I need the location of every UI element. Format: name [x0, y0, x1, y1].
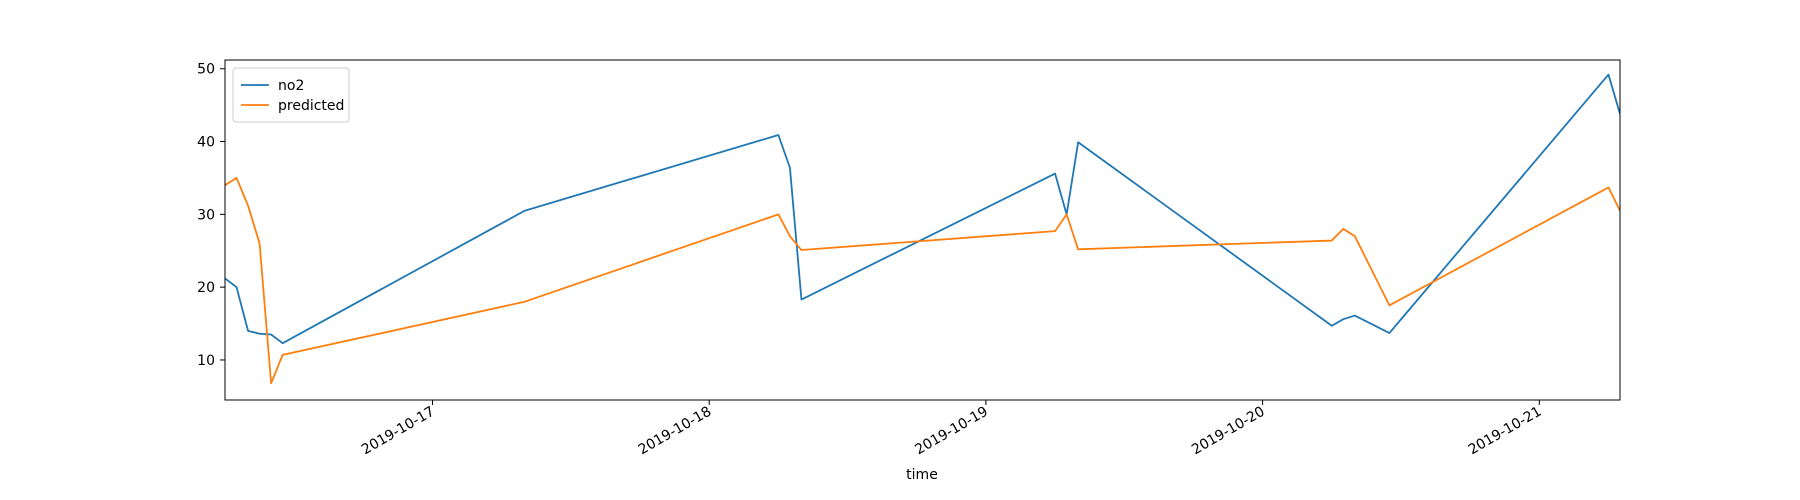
series-layer — [225, 73, 1620, 385]
y-axis: 10 20 30 40 50 — [197, 62, 225, 369]
legend: no2 predicted — [232, 67, 350, 123]
series-line-predicted — [225, 177, 1620, 385]
y-tick-label: 50 — [197, 62, 215, 78]
y-tick-label: 30 — [197, 207, 215, 223]
legend-label-predicted: predicted — [278, 98, 344, 114]
x-axis-label: time — [906, 467, 938, 483]
legend-box — [232, 67, 350, 123]
y-tick-label: 20 — [197, 280, 215, 296]
legend-label-no2: no2 — [278, 78, 304, 94]
y-tick-label: 10 — [197, 353, 215, 369]
series-line-no2 — [225, 73, 1620, 345]
plot-frame — [224, 59, 1621, 401]
plot-area — [225, 60, 1620, 400]
y-tick-label: 40 — [197, 135, 215, 151]
